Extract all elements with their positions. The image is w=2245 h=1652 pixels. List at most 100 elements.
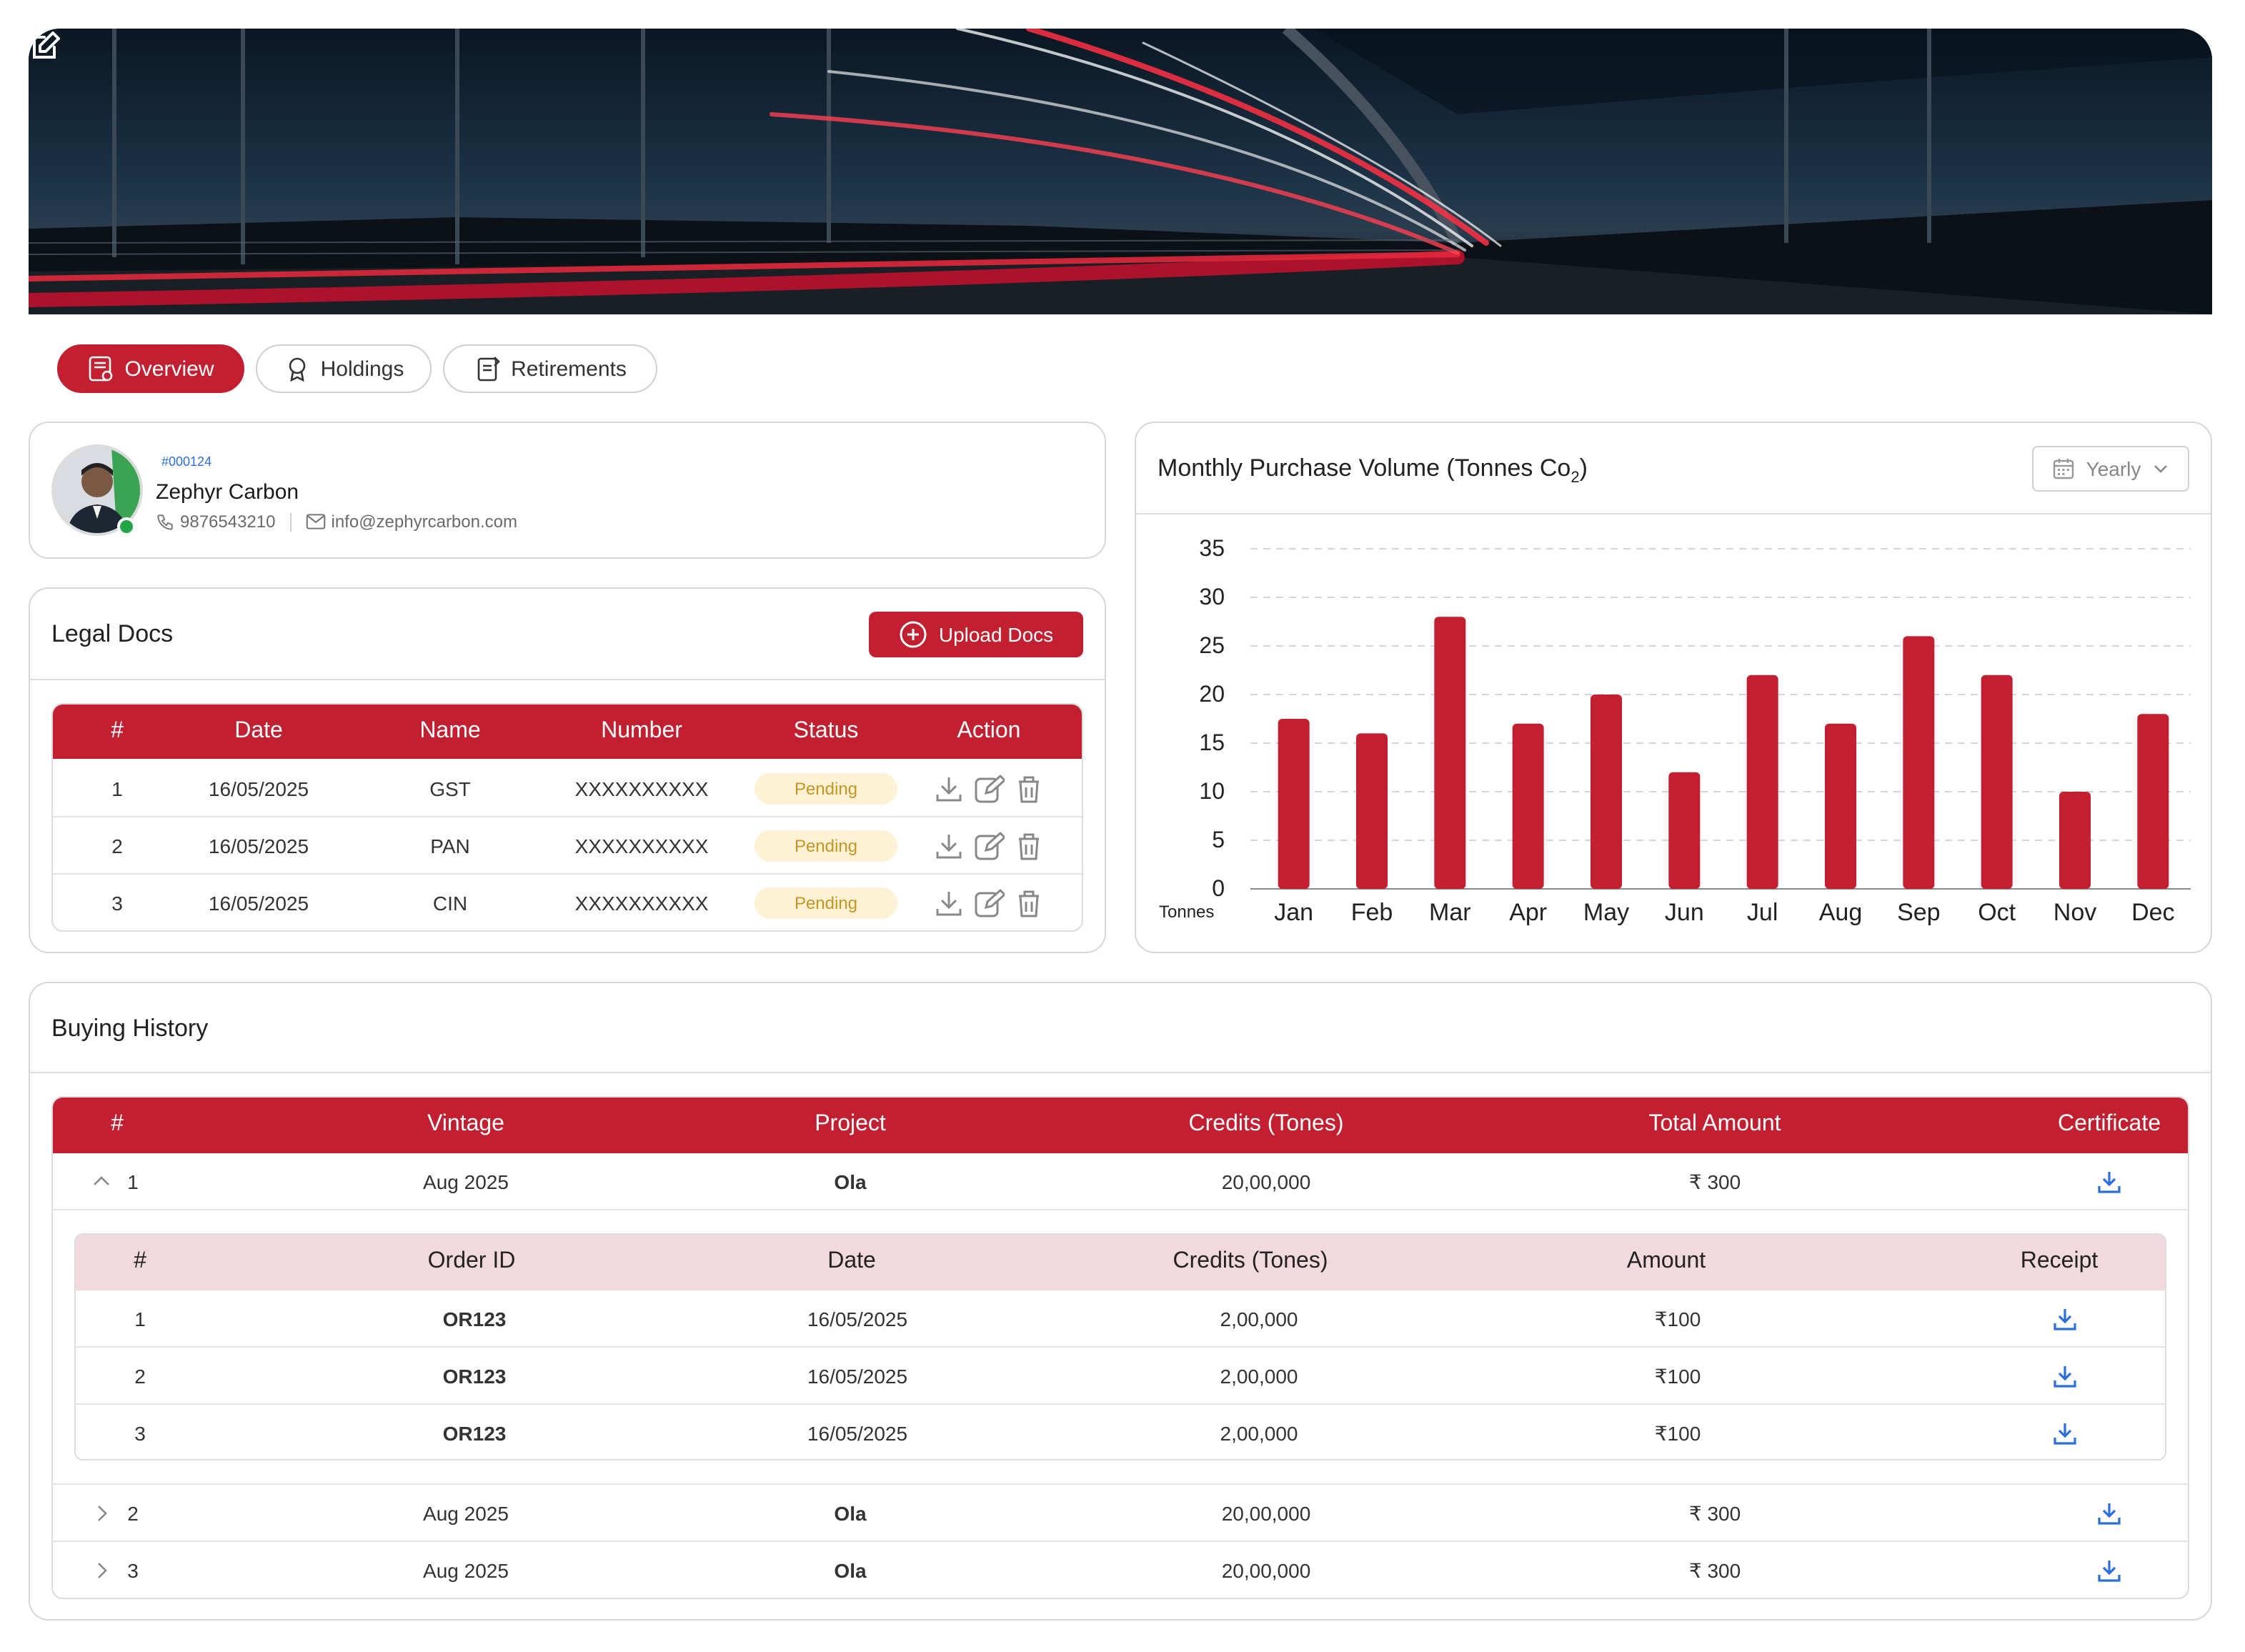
column-header: Amount <box>1626 1249 1706 1273</box>
column-header: Certificate <box>2057 1112 2161 1136</box>
certificate-download-icon[interactable] <box>2096 1169 2122 1195</box>
row-number: 2 <box>127 1502 139 1525</box>
bar-oct[interactable] <box>1981 675 2013 889</box>
chevron-right-icon[interactable] <box>91 1503 111 1523</box>
x-tick-label: Oct <box>1978 899 2016 926</box>
y-tick-label: 20 <box>1199 681 1225 707</box>
trash-icon[interactable] <box>1013 887 1045 919</box>
bar-jul[interactable] <box>1746 675 1778 889</box>
certificate-download-icon[interactable] <box>2096 1558 2122 1583</box>
row-doc-number: XXXXXXXXXX <box>574 835 709 857</box>
order-id: OR123 <box>442 1308 507 1330</box>
order-row: 2 OR123 16/05/2025 2,00,000 ₹100 <box>76 1348 2165 1405</box>
edit-icon[interactable] <box>973 773 1005 805</box>
y-tick-label: 30 <box>1199 584 1225 609</box>
row-total-amount: ₹ 300 <box>1688 1502 1741 1525</box>
order-row: 3 OR123 16/05/2025 2,00,000 ₹100 <box>76 1405 2165 1459</box>
customer-id: #000124 <box>161 454 212 469</box>
column-header: Total Amount <box>1648 1112 1781 1136</box>
column-header: Project <box>815 1112 886 1136</box>
buying-history-table: # Vintage Project Credits (Tones) Total … <box>51 1096 2189 1599</box>
bar-nov[interactable] <box>2059 792 2091 889</box>
edit-icon[interactable] <box>973 887 1005 919</box>
row-number: 1 <box>127 1170 139 1193</box>
row-project: Ola <box>834 1170 867 1193</box>
bar-feb[interactable] <box>1356 733 1388 889</box>
order-amount: ₹100 <box>1654 1308 1701 1330</box>
bar-aug[interactable] <box>1825 723 1856 889</box>
bar-jan[interactable] <box>1278 719 1310 889</box>
trash-icon[interactable] <box>1013 773 1045 805</box>
legal-docs-table: # Date Name Number Status Action 1 16/05… <box>51 703 1083 932</box>
row-date: 16/05/2025 <box>208 892 309 915</box>
customer-name: Zephyr Carbon <box>156 480 299 504</box>
contact-info: 9876543210 info@zephyrcarbon.com <box>156 512 517 532</box>
order-details-header: # Order ID Date Credits (Tones) Amount R… <box>76 1235 2165 1290</box>
order-credits: 2,00,000 <box>1220 1365 1298 1388</box>
certificate-download-icon[interactable] <box>2096 1501 2122 1526</box>
bar-chart: 0 5 10 15 20 25 30 35 Jan Feb Mar Apr May Jun Jul Aug Se… <box>1159 535 2191 926</box>
download-icon[interactable] <box>933 830 965 862</box>
receipt-download-icon[interactable] <box>2052 1420 2078 1446</box>
row-number: 2 <box>111 835 123 857</box>
y-axis-label: Tonnes <box>1159 902 1214 922</box>
row-vintage: Aug 2025 <box>423 1559 509 1582</box>
x-tick-label: Apr <box>1509 899 1547 926</box>
chevron-right-icon[interactable] <box>91 1561 111 1581</box>
column-header: # <box>134 1249 146 1273</box>
table-row[interactable]: 3 Aug 2025 Ola 20,00,000 ₹ 300 <box>53 1542 2188 1598</box>
table-row: 2 16/05/2025 PAN XXXXXXXXXX Pending <box>53 817 1082 875</box>
trash-icon[interactable] <box>1013 830 1045 862</box>
bar-mar[interactable] <box>1434 617 1466 889</box>
tab-overview[interactable]: Overview <box>57 344 244 393</box>
bar-jun[interactable] <box>1668 772 1701 889</box>
y-tick-label: 15 <box>1199 730 1225 755</box>
document-edit-icon <box>477 357 499 382</box>
order-details-table: # Order ID Date Credits (Tones) Amount R… <box>74 1233 2166 1461</box>
row-date: 16/05/2025 <box>208 835 309 857</box>
tab-retirements[interactable]: Retirements <box>443 344 657 393</box>
row-number: 3 <box>111 892 123 915</box>
table-row: 1 16/05/2025 GST XXXXXXXXXX Pending <box>53 760 1082 817</box>
upload-docs-button[interactable]: Upload Docs <box>869 612 1083 657</box>
tab-retirements-label: Retirements <box>511 357 627 381</box>
status-badge: Pending <box>755 830 897 862</box>
edit-banner-icon[interactable] <box>29 29 63 63</box>
y-tick-label: 0 <box>1212 875 1225 901</box>
column-header: Credits (Tones) <box>1173 1249 1328 1273</box>
overview-icon <box>89 356 113 382</box>
row-doc-name: GST <box>429 777 471 800</box>
edit-icon[interactable] <box>973 830 1005 862</box>
tab-holdings[interactable]: Holdings <box>256 344 432 393</box>
download-icon[interactable] <box>933 887 965 919</box>
period-select-value: Yearly <box>2086 457 2141 480</box>
receipt-download-icon[interactable] <box>2052 1363 2078 1389</box>
phone-icon <box>157 514 173 529</box>
row-doc-name: CIN <box>432 892 468 915</box>
bar-sep[interactable] <box>1903 636 1935 889</box>
bar-dec[interactable] <box>2137 714 2169 889</box>
banner-image <box>29 29 2212 314</box>
buying-history-header: Buying History <box>30 983 2211 1073</box>
x-tick-label: Dec <box>2131 899 2174 926</box>
column-header: # <box>111 1112 124 1136</box>
column-header: Credits (Tones) <box>1188 1112 1344 1136</box>
email-address[interactable]: info@zephyrcarbon.com <box>331 512 518 532</box>
period-select[interactable]: Yearly <box>2032 446 2189 492</box>
order-row: 1 OR123 16/05/2025 2,00,000 ₹100 <box>76 1290 2165 1348</box>
legal-docs-header: Legal Docs Upload Docs <box>30 589 1105 680</box>
mail-icon <box>306 514 325 529</box>
order-date: 16/05/2025 <box>807 1308 908 1330</box>
table-row[interactable]: 2 Aug 2025 Ola 20,00,000 ₹ 300 <box>53 1485 2188 1542</box>
column-header: Status <box>793 719 859 743</box>
online-status-indicator <box>117 517 136 536</box>
chevron-up-icon[interactable] <box>91 1172 111 1192</box>
bar-may[interactable] <box>1591 695 1622 889</box>
monthly-purchase-chart-card: Monthly Purchase Volume (Tonnes Co2) Yea… <box>1135 422 2212 953</box>
bar-apr[interactable] <box>1512 723 1544 889</box>
x-tick-label: Nov <box>2054 899 2096 926</box>
download-icon[interactable] <box>933 773 965 805</box>
receipt-download-icon[interactable] <box>2052 1306 2078 1332</box>
table-row[interactable]: 1 Aug 2025 Ola 20,00,000 ₹ 300 <box>53 1153 2188 1210</box>
order-number: 1 <box>134 1308 146 1330</box>
